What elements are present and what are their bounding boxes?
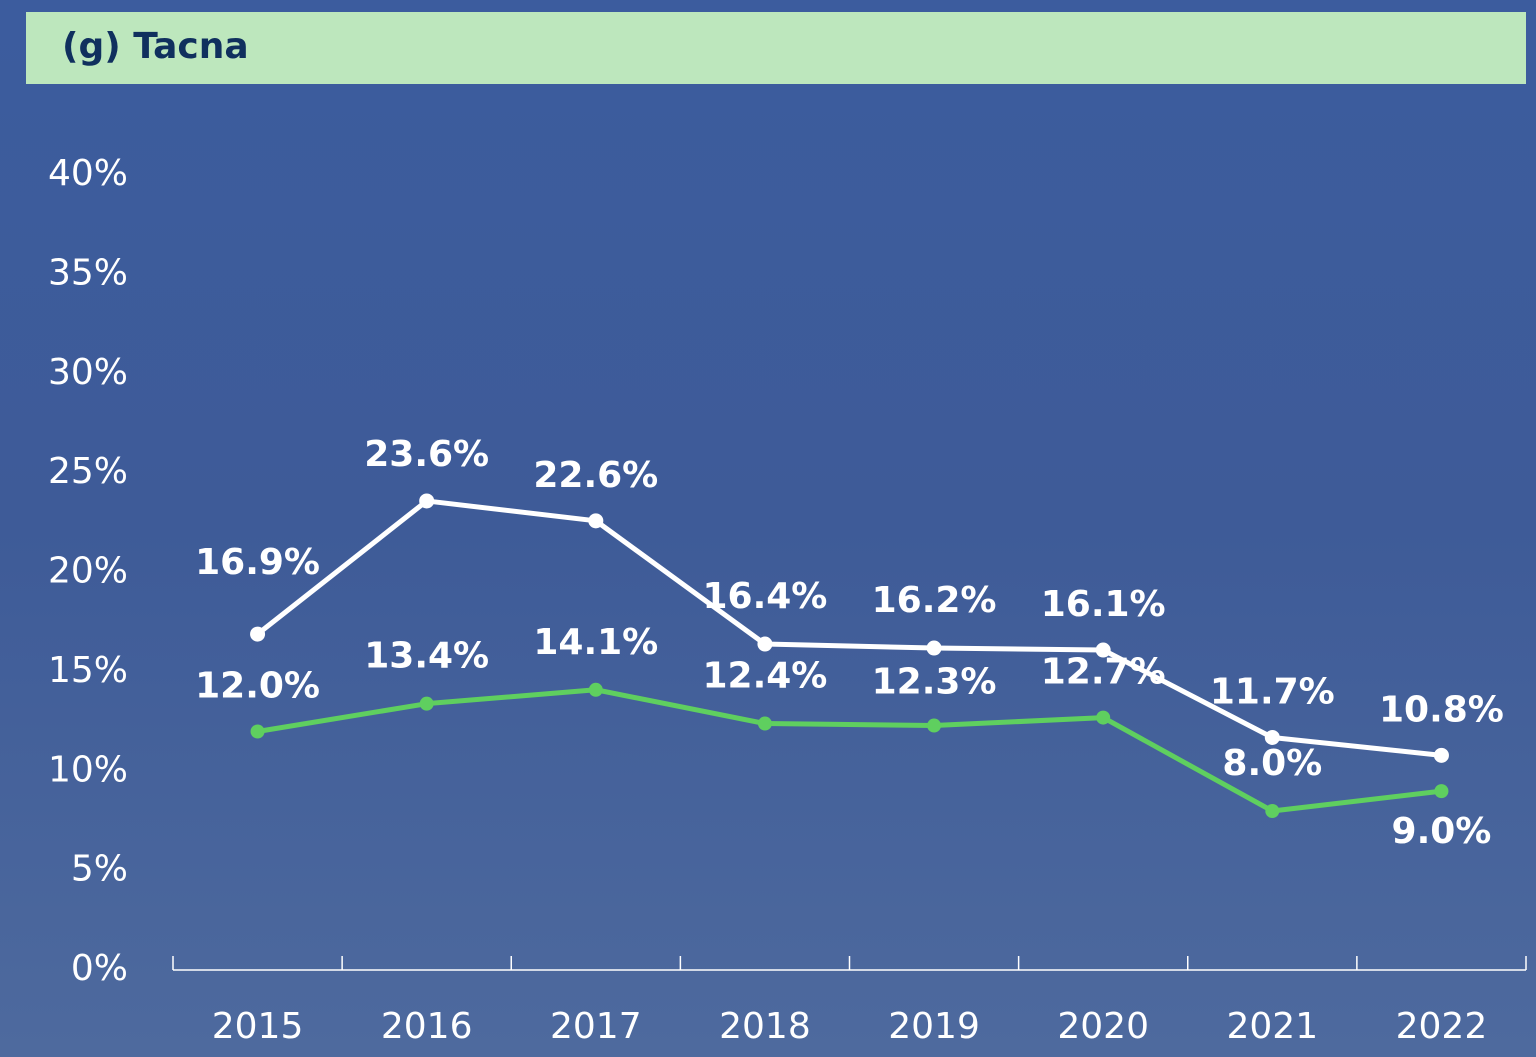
data-label: 16.1% bbox=[1041, 584, 1166, 625]
data-point bbox=[419, 493, 435, 509]
x-tick-label: 2018 bbox=[719, 1006, 811, 1047]
data-point bbox=[1096, 710, 1111, 725]
data-label: 13.4% bbox=[364, 636, 489, 677]
x-tick-label: 2019 bbox=[888, 1006, 980, 1047]
data-point bbox=[419, 696, 434, 711]
data-point bbox=[250, 626, 266, 642]
y-tick-label: 5% bbox=[71, 849, 128, 890]
data-point bbox=[1095, 642, 1111, 658]
x-tick-label: 2017 bbox=[550, 1006, 642, 1047]
series-line bbox=[257, 687, 1442, 814]
data-point bbox=[1433, 747, 1449, 763]
x-tick-label: 2015 bbox=[212, 1006, 304, 1047]
data-point bbox=[757, 636, 773, 652]
data-point bbox=[927, 718, 942, 733]
data-label: 16.4% bbox=[702, 576, 827, 617]
data-label: 12.4% bbox=[702, 656, 827, 697]
x-tick-label: 2021 bbox=[1227, 1006, 1319, 1047]
title-box bbox=[26, 12, 1526, 84]
y-tick-label: 10% bbox=[48, 749, 128, 790]
data-point bbox=[1434, 784, 1449, 799]
data-label: 10.8% bbox=[1379, 689, 1504, 730]
y-tick-label: 40% bbox=[48, 153, 128, 194]
data-label: 16.2% bbox=[872, 580, 997, 621]
data-label: 14.1% bbox=[533, 622, 658, 663]
y-tick-label: 35% bbox=[48, 252, 128, 293]
y-tick-label: 15% bbox=[48, 650, 128, 691]
data-label: 12.3% bbox=[872, 662, 997, 703]
data-point bbox=[926, 640, 942, 656]
data-point bbox=[250, 724, 265, 739]
data-label: 9.0% bbox=[1392, 811, 1492, 852]
data-point bbox=[757, 716, 772, 731]
data-label: 12.7% bbox=[1041, 652, 1166, 693]
chart-title: (g) Tacna bbox=[62, 26, 249, 67]
data-label: 8.0% bbox=[1222, 743, 1322, 784]
data-point bbox=[588, 682, 603, 697]
y-tick-label: 25% bbox=[48, 451, 128, 492]
data-label: 22.6% bbox=[533, 455, 658, 496]
series-line bbox=[256, 498, 1442, 758]
data-point bbox=[1264, 729, 1280, 745]
x-tick-label: 2022 bbox=[1396, 1006, 1488, 1047]
y-tick-label: 30% bbox=[48, 352, 128, 393]
data-point bbox=[1265, 804, 1280, 818]
data-point bbox=[588, 513, 604, 529]
x-tick-label: 2016 bbox=[381, 1006, 473, 1047]
data-label: 16.9% bbox=[195, 542, 320, 583]
y-tick-label: 20% bbox=[48, 551, 128, 592]
x-tick-label: 2020 bbox=[1057, 1006, 1149, 1047]
data-label: 12.0% bbox=[195, 666, 320, 707]
y-tick-label: 0% bbox=[71, 948, 128, 989]
data-label: 23.6% bbox=[364, 434, 489, 475]
data-label: 11.7% bbox=[1210, 671, 1335, 712]
